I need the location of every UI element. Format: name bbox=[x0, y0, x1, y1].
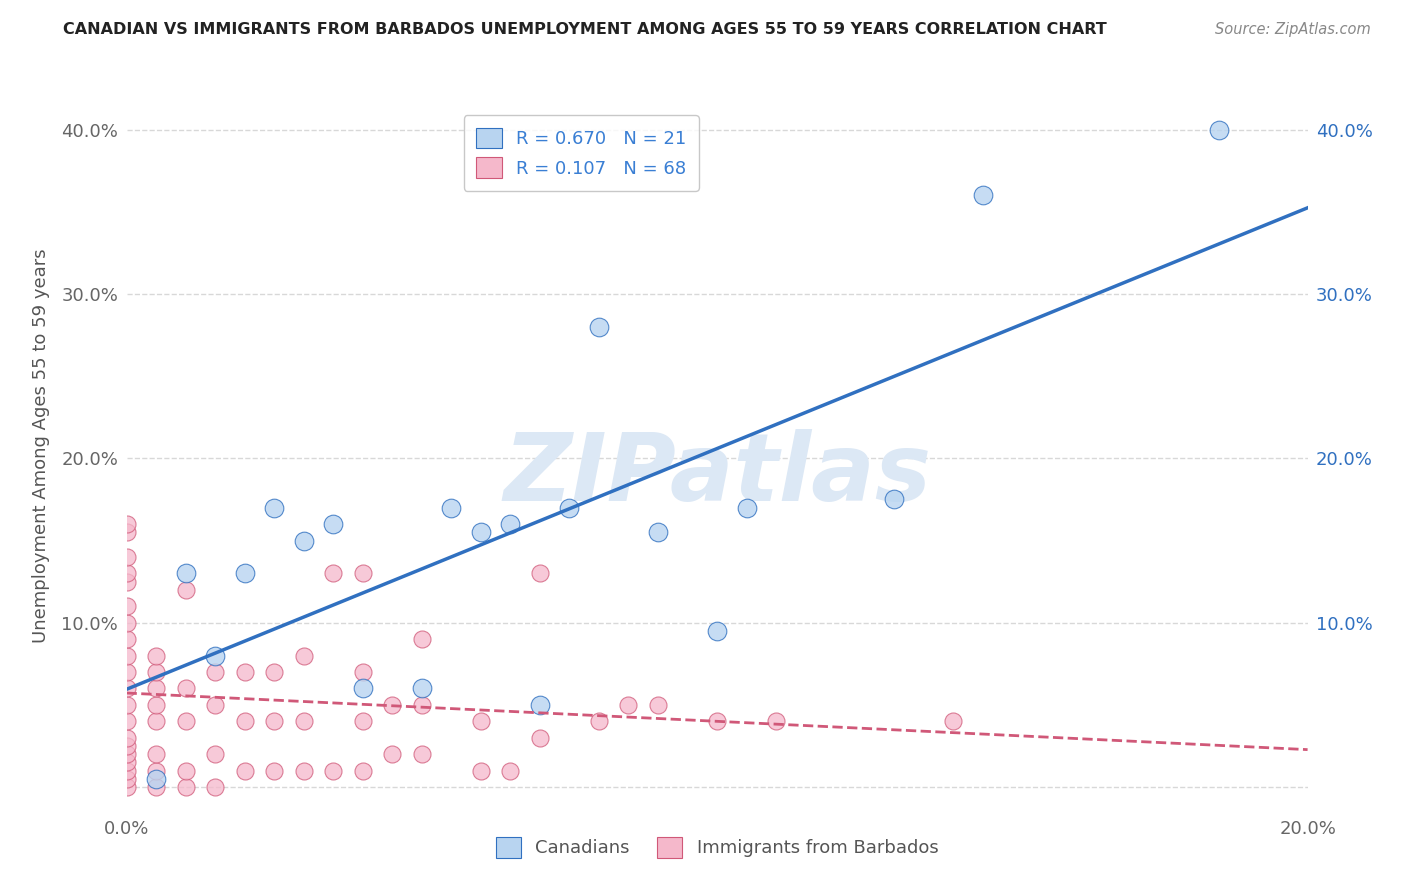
Point bbox=[145, 648, 167, 663]
Point bbox=[411, 747, 433, 762]
Point bbox=[411, 632, 433, 647]
Point bbox=[470, 764, 492, 778]
Point bbox=[263, 500, 285, 515]
Point bbox=[263, 714, 285, 729]
Point bbox=[411, 681, 433, 696]
Point bbox=[174, 714, 197, 729]
Point bbox=[204, 698, 226, 712]
Point bbox=[411, 698, 433, 712]
Point bbox=[352, 566, 374, 581]
Point bbox=[145, 772, 167, 786]
Point bbox=[942, 714, 965, 729]
Point bbox=[115, 615, 138, 630]
Point bbox=[352, 681, 374, 696]
Point bbox=[145, 681, 167, 696]
Point bbox=[352, 764, 374, 778]
Point bbox=[115, 517, 138, 532]
Point bbox=[529, 698, 551, 712]
Point bbox=[381, 747, 404, 762]
Point bbox=[115, 648, 138, 663]
Point bbox=[706, 624, 728, 638]
Point bbox=[174, 566, 197, 581]
Point bbox=[588, 319, 610, 334]
Point bbox=[115, 731, 138, 745]
Point bbox=[233, 566, 256, 581]
Point bbox=[204, 665, 226, 679]
Point bbox=[115, 714, 138, 729]
Point bbox=[617, 698, 640, 712]
Point bbox=[263, 665, 285, 679]
Point bbox=[292, 764, 315, 778]
Point bbox=[115, 681, 138, 696]
Point bbox=[145, 714, 167, 729]
Point bbox=[204, 648, 226, 663]
Point bbox=[115, 780, 138, 794]
Point bbox=[115, 599, 138, 614]
Point bbox=[115, 698, 138, 712]
Point bbox=[145, 665, 167, 679]
Point bbox=[529, 566, 551, 581]
Point bbox=[883, 492, 905, 507]
Point bbox=[115, 549, 138, 564]
Point bbox=[174, 582, 197, 597]
Point bbox=[174, 780, 197, 794]
Point bbox=[735, 500, 758, 515]
Point bbox=[972, 188, 994, 202]
Text: Source: ZipAtlas.com: Source: ZipAtlas.com bbox=[1215, 22, 1371, 37]
Point bbox=[529, 731, 551, 745]
Point bbox=[352, 665, 374, 679]
Point bbox=[204, 780, 226, 794]
Point bbox=[352, 714, 374, 729]
Legend: Canadians, Immigrants from Barbados: Canadians, Immigrants from Barbados bbox=[488, 830, 946, 865]
Point bbox=[115, 764, 138, 778]
Point bbox=[558, 500, 581, 515]
Point bbox=[499, 764, 522, 778]
Point bbox=[115, 566, 138, 581]
Point bbox=[588, 714, 610, 729]
Point bbox=[115, 525, 138, 540]
Point bbox=[145, 698, 167, 712]
Point bbox=[115, 739, 138, 753]
Text: CANADIAN VS IMMIGRANTS FROM BARBADOS UNEMPLOYMENT AMONG AGES 55 TO 59 YEARS CORR: CANADIAN VS IMMIGRANTS FROM BARBADOS UNE… bbox=[63, 22, 1107, 37]
Point bbox=[115, 747, 138, 762]
Point bbox=[706, 714, 728, 729]
Point bbox=[233, 665, 256, 679]
Point bbox=[263, 764, 285, 778]
Text: ZIPatlas: ZIPatlas bbox=[503, 429, 931, 521]
Point bbox=[145, 780, 167, 794]
Point bbox=[292, 648, 315, 663]
Point bbox=[647, 525, 669, 540]
Point bbox=[381, 698, 404, 712]
Point bbox=[440, 500, 463, 515]
Point bbox=[647, 698, 669, 712]
Point bbox=[145, 747, 167, 762]
Point bbox=[115, 574, 138, 589]
Point bbox=[115, 665, 138, 679]
Y-axis label: Unemployment Among Ages 55 to 59 years: Unemployment Among Ages 55 to 59 years bbox=[32, 249, 51, 643]
Point bbox=[115, 632, 138, 647]
Point bbox=[499, 517, 522, 532]
Point bbox=[292, 714, 315, 729]
Point bbox=[322, 764, 344, 778]
Point bbox=[233, 714, 256, 729]
Point bbox=[233, 764, 256, 778]
Point bbox=[115, 756, 138, 770]
Point bbox=[470, 714, 492, 729]
Point bbox=[174, 764, 197, 778]
Point bbox=[470, 525, 492, 540]
Point bbox=[204, 747, 226, 762]
Point bbox=[765, 714, 787, 729]
Point bbox=[1208, 122, 1230, 136]
Point bbox=[115, 772, 138, 786]
Point bbox=[174, 681, 197, 696]
Point bbox=[292, 533, 315, 548]
Point bbox=[322, 517, 344, 532]
Point bbox=[322, 566, 344, 581]
Point bbox=[145, 764, 167, 778]
